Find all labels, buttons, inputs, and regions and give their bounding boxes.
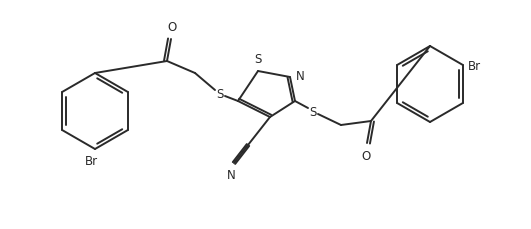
Text: N: N [296, 69, 305, 82]
Text: O: O [167, 21, 177, 34]
Text: O: O [362, 149, 371, 162]
Text: Br: Br [468, 59, 481, 72]
Text: S: S [310, 105, 316, 118]
Text: S: S [254, 53, 262, 66]
Text: Br: Br [84, 154, 98, 167]
Text: S: S [216, 87, 224, 100]
Text: N: N [227, 168, 235, 181]
